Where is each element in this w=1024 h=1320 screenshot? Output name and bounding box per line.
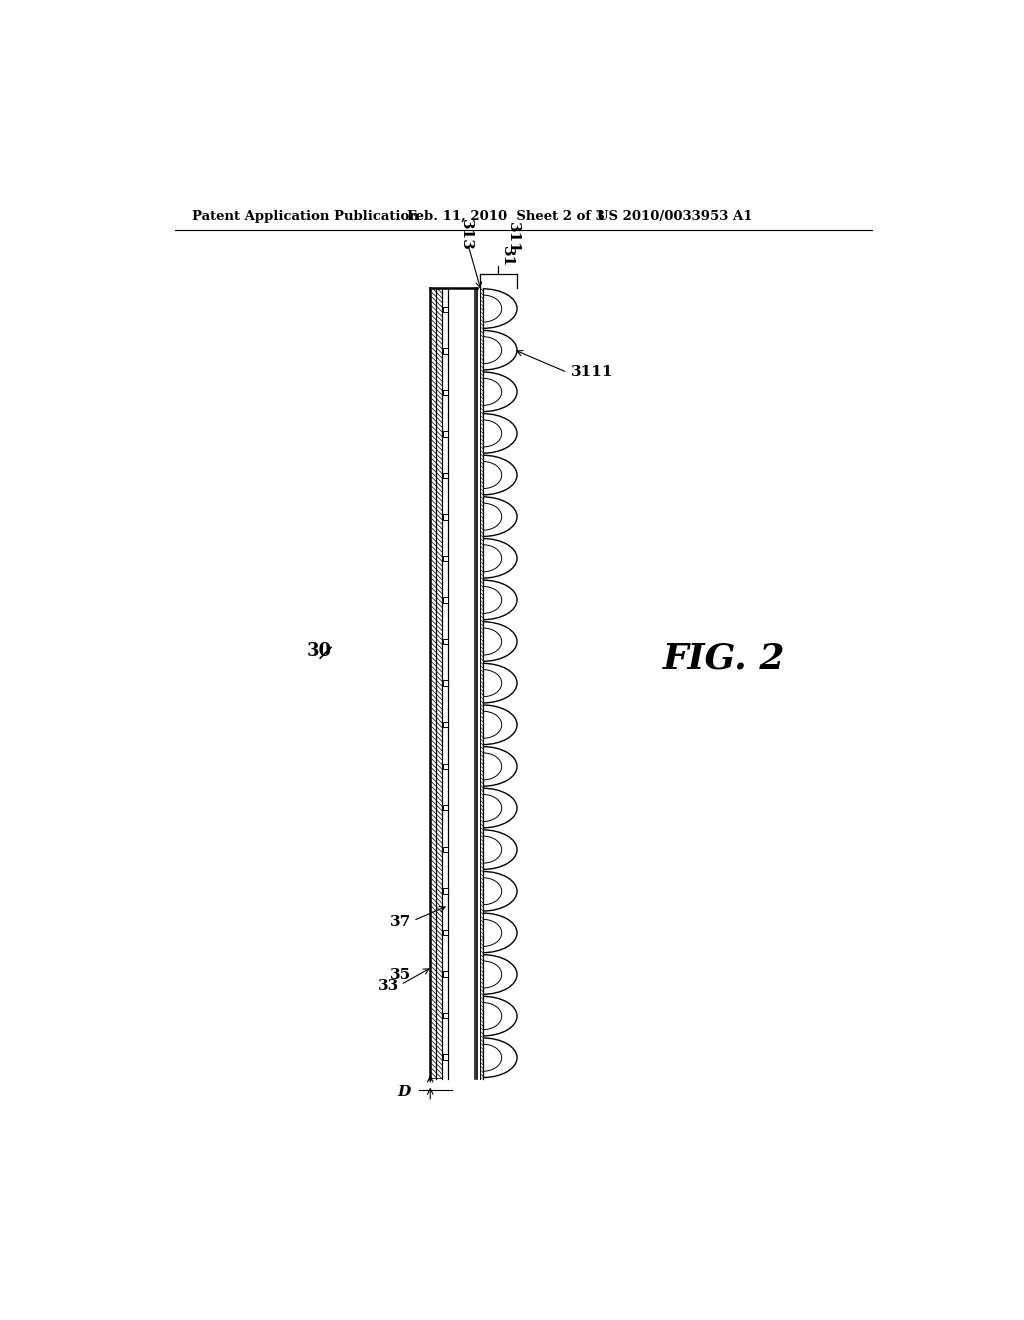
Bar [442, 722, 449, 727]
Bar [442, 1055, 449, 1060]
Text: FIG. 2: FIG. 2 [663, 642, 785, 676]
Text: D: D [397, 1085, 411, 1100]
Bar [442, 972, 449, 977]
Bar [442, 846, 449, 851]
Bar [442, 288, 475, 1078]
Text: 33: 33 [378, 979, 399, 993]
Bar [442, 473, 449, 478]
Text: 311: 311 [506, 222, 520, 253]
Bar [442, 306, 449, 312]
Bar [442, 639, 449, 644]
Text: 31: 31 [500, 247, 514, 268]
Text: US 2010/0033953 A1: US 2010/0033953 A1 [597, 210, 753, 223]
Bar [442, 598, 449, 603]
Text: Patent Application Publication: Patent Application Publication [193, 210, 419, 223]
Bar [442, 556, 449, 561]
Text: 3111: 3111 [571, 366, 613, 379]
Bar [430, 288, 442, 1078]
Bar [442, 929, 449, 935]
Bar [442, 515, 449, 520]
Text: 37: 37 [390, 915, 412, 929]
Bar [442, 681, 449, 686]
Bar [442, 763, 449, 770]
Bar [442, 432, 449, 437]
Bar [442, 348, 449, 354]
Bar [442, 1012, 449, 1018]
Text: Feb. 11, 2010  Sheet 2 of 3: Feb. 11, 2010 Sheet 2 of 3 [407, 210, 605, 223]
Text: 313: 313 [459, 219, 473, 251]
Text: 30: 30 [306, 643, 332, 660]
Text: 35: 35 [390, 968, 411, 982]
Bar [442, 805, 449, 810]
Bar [442, 888, 449, 894]
Bar [442, 389, 449, 395]
